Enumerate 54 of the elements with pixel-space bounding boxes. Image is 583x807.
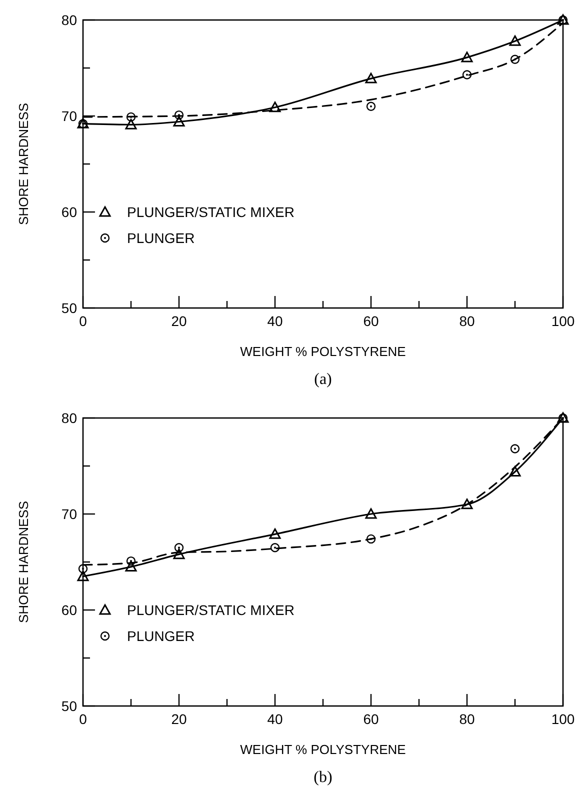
point [125, 561, 137, 572]
point [126, 112, 136, 122]
point [269, 528, 281, 539]
x-tick-label: 60 [363, 711, 379, 727]
x-tick-label: 100 [551, 711, 575, 727]
point [126, 556, 136, 566]
y-tick-label: 70 [61, 108, 78, 124]
point [77, 570, 89, 582]
point [509, 35, 521, 46]
point [173, 548, 185, 560]
point [461, 52, 473, 62]
legend-label: PLUNGER/STATIC MIXER [127, 602, 295, 618]
point [461, 498, 473, 510]
x-axis-title: WEIGHT % POLYSTYRENE [240, 742, 406, 757]
point [365, 508, 377, 519]
y-tick-label: 80 [61, 410, 78, 426]
point [366, 102, 376, 111]
legend-label: PLUNGER/STATIC MIXER [127, 204, 295, 220]
y-tick-label: 70 [61, 506, 78, 522]
y-tick-label: 80 [61, 12, 78, 28]
x-tick-label: 80 [459, 711, 475, 727]
legend-label: PLUNGER [127, 230, 195, 246]
y-axis-title: SHORE HARDNESS [16, 500, 31, 624]
y-tick-label: 60 [61, 204, 78, 220]
point [174, 110, 184, 120]
point [365, 72, 377, 84]
x-tick-label: 80 [459, 313, 475, 329]
x-tick-label: 40 [267, 313, 283, 329]
x-tick-label: 60 [363, 313, 379, 329]
x-axis-title: WEIGHT % POLYSTYRENE [240, 344, 406, 359]
point [269, 102, 281, 112]
point [78, 564, 88, 574]
point [366, 534, 376, 544]
y-tick-label: 60 [61, 602, 78, 618]
point [510, 54, 520, 64]
point [462, 70, 472, 80]
y-axis-title: SHORE HARDNESS [16, 102, 31, 226]
x-tick-label: 0 [79, 711, 88, 727]
text: (b) [314, 769, 332, 786]
y-tick-label: 50 [61, 300, 78, 316]
point [125, 118, 137, 130]
point [270, 543, 280, 552]
point [173, 116, 185, 127]
x-tick-label: 100 [551, 313, 575, 329]
x-tick-label: 20 [171, 711, 187, 727]
point [509, 466, 521, 477]
legend-label: PLUNGER [127, 628, 195, 644]
y-tick-label: 50 [61, 698, 78, 714]
text: (a) [314, 371, 332, 388]
x-tick-label: 40 [267, 711, 283, 727]
x-tick-label: 0 [79, 313, 88, 329]
x-tick-label: 20 [171, 313, 187, 329]
point [174, 543, 184, 552]
point [510, 444, 520, 454]
